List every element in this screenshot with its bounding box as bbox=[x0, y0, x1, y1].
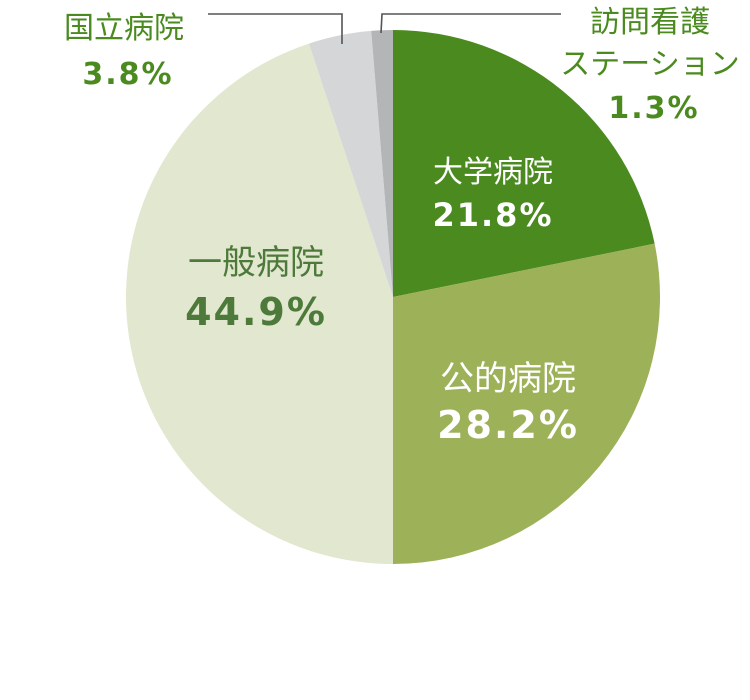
label-home-nursing-line2: ステーション bbox=[560, 47, 739, 82]
value-university-hospital: 21.8% bbox=[432, 196, 553, 234]
leader-line-home-nursing bbox=[380, 13, 561, 34]
slice-national-hospital bbox=[308, 30, 393, 297]
slice-public-hospital bbox=[393, 243, 660, 564]
slice-university-hospital bbox=[393, 30, 655, 297]
label-university-hospital: 大学病院 bbox=[433, 155, 553, 190]
leader-lines bbox=[208, 13, 561, 44]
slice-home-nursing bbox=[371, 30, 393, 297]
label-public-hospital: 公的病院 bbox=[440, 359, 576, 399]
leader-line-national-hospital bbox=[208, 13, 343, 44]
value-public-hospital: 28.2% bbox=[437, 403, 579, 447]
slice-general-hospital bbox=[126, 43, 393, 565]
value-home-nursing: 1.3% bbox=[608, 91, 699, 126]
value-national-hospital: 3.8% bbox=[82, 57, 173, 92]
label-national-hospital: 国立病院 bbox=[64, 11, 184, 46]
label-home-nursing-line1: 訪問看護 bbox=[590, 5, 710, 40]
value-general-hospital: 44.9% bbox=[185, 290, 327, 334]
pie-slices bbox=[126, 30, 660, 565]
slice-labels: 大学病院 21.8% 公的病院 28.2% 一般病院 44.9% 国立病院 3.… bbox=[64, 5, 740, 447]
label-general-hospital: 一般病院 bbox=[188, 243, 324, 283]
